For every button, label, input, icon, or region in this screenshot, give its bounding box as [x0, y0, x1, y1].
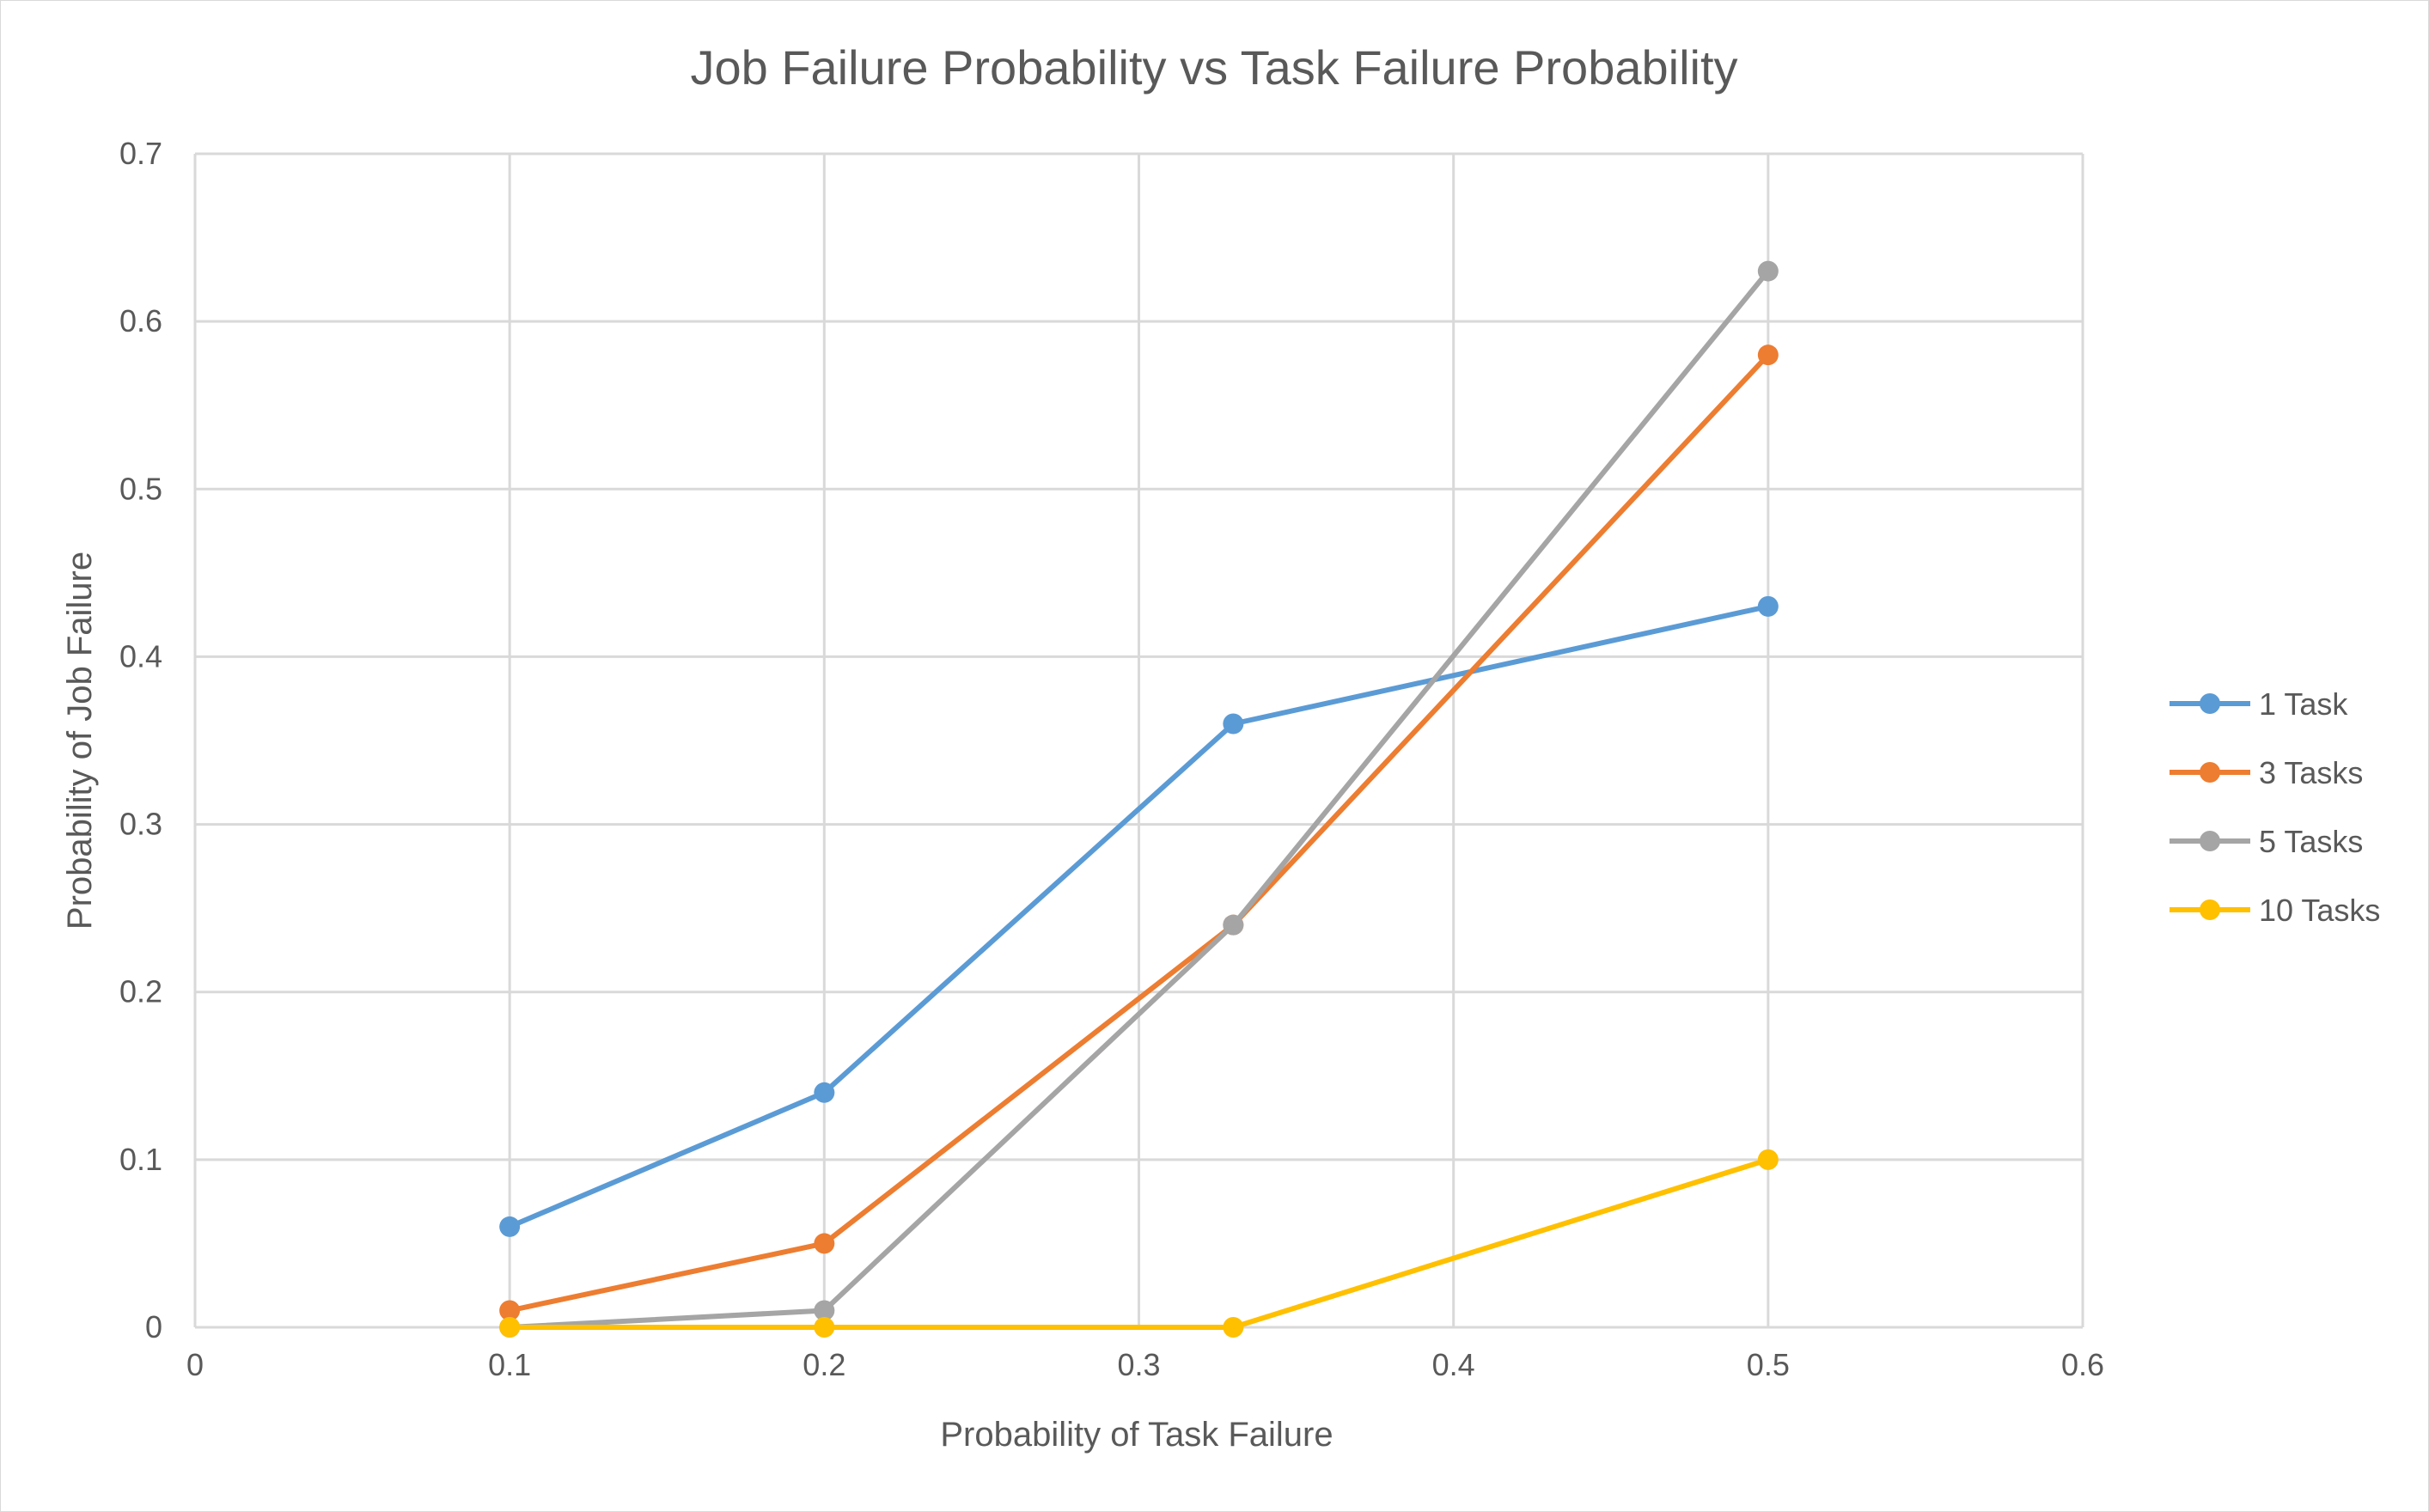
x-tick-label: 0.6 [2061, 1347, 2104, 1382]
series-line [507, 352, 1771, 1314]
data-point [1757, 595, 1779, 617]
legend-swatch-marker [2200, 899, 2220, 920]
legend-swatch-marker [2200, 693, 2220, 714]
y-tick-label: 0.7 [119, 136, 162, 171]
data-point [1757, 260, 1779, 282]
series-line [507, 603, 1771, 1229]
legend-label: 1 Task [2259, 686, 2348, 722]
y-tick-label: 0.4 [119, 638, 162, 674]
legend-swatch-marker [2200, 762, 2220, 783]
gridlines [193, 152, 2084, 1329]
y-tick-label: 0 [145, 1309, 162, 1344]
x-tick-label: 0.5 [1747, 1347, 1790, 1382]
legend-item: 5 Tasks [2170, 824, 2363, 859]
x-tick-label: 0.2 [803, 1347, 845, 1382]
chart-title: Job Failure Probability vs Task Failure … [690, 40, 1737, 94]
legend-label: 10 Tasks [2259, 893, 2380, 928]
x-tick-label: 0.4 [1432, 1347, 1475, 1382]
data-point [814, 1300, 835, 1321]
legend-item: 10 Tasks [2170, 893, 2380, 928]
data-point [814, 1082, 835, 1103]
series-group [499, 260, 1779, 1338]
y-axis-title: Probability of Job Failure [61, 552, 99, 930]
series-3 [499, 1149, 1779, 1338]
x-axis-title: Probability of Task Failure [940, 1416, 1333, 1454]
y-tick-label: 0.6 [119, 303, 162, 338]
legend-item: 3 Tasks [2170, 755, 2363, 790]
legend: 1 Task 3 Tasks 5 Tasks 10 Tasks [2170, 686, 2380, 928]
y-tick-label: 0.1 [119, 1142, 162, 1177]
tick-labels: 0 0.1 0.2 0.3 0.4 0.5 0.6 0 0.1 0.2 0.3 0.4 0.5 0.6 0.… [119, 136, 2104, 1382]
legend-item: 1 Task [2170, 686, 2348, 722]
legend-label: 3 Tasks [2259, 755, 2363, 790]
data-point [814, 1317, 835, 1338]
data-point [814, 1233, 835, 1254]
data-point [1223, 713, 1244, 735]
y-tick-label: 0.2 [119, 974, 162, 1009]
series-0 [499, 595, 1779, 1237]
y-tick-label: 0.3 [119, 807, 162, 842]
data-point [1223, 1317, 1244, 1338]
data-point [1757, 1149, 1779, 1170]
legend-swatch-marker [2200, 831, 2220, 851]
data-point [1757, 344, 1779, 366]
x-tick-label: 0 [186, 1347, 204, 1382]
series-line [507, 1156, 1771, 1330]
legend-label: 5 Tasks [2259, 824, 2363, 859]
data-point [499, 1317, 521, 1338]
x-tick-label: 0.3 [1117, 1347, 1160, 1382]
y-tick-label: 0.5 [119, 471, 162, 506]
data-point [499, 1300, 521, 1321]
data-point [499, 1216, 521, 1237]
x-tick-label: 0.1 [488, 1347, 531, 1382]
series-line [507, 268, 1771, 1330]
data-point [1223, 914, 1244, 936]
